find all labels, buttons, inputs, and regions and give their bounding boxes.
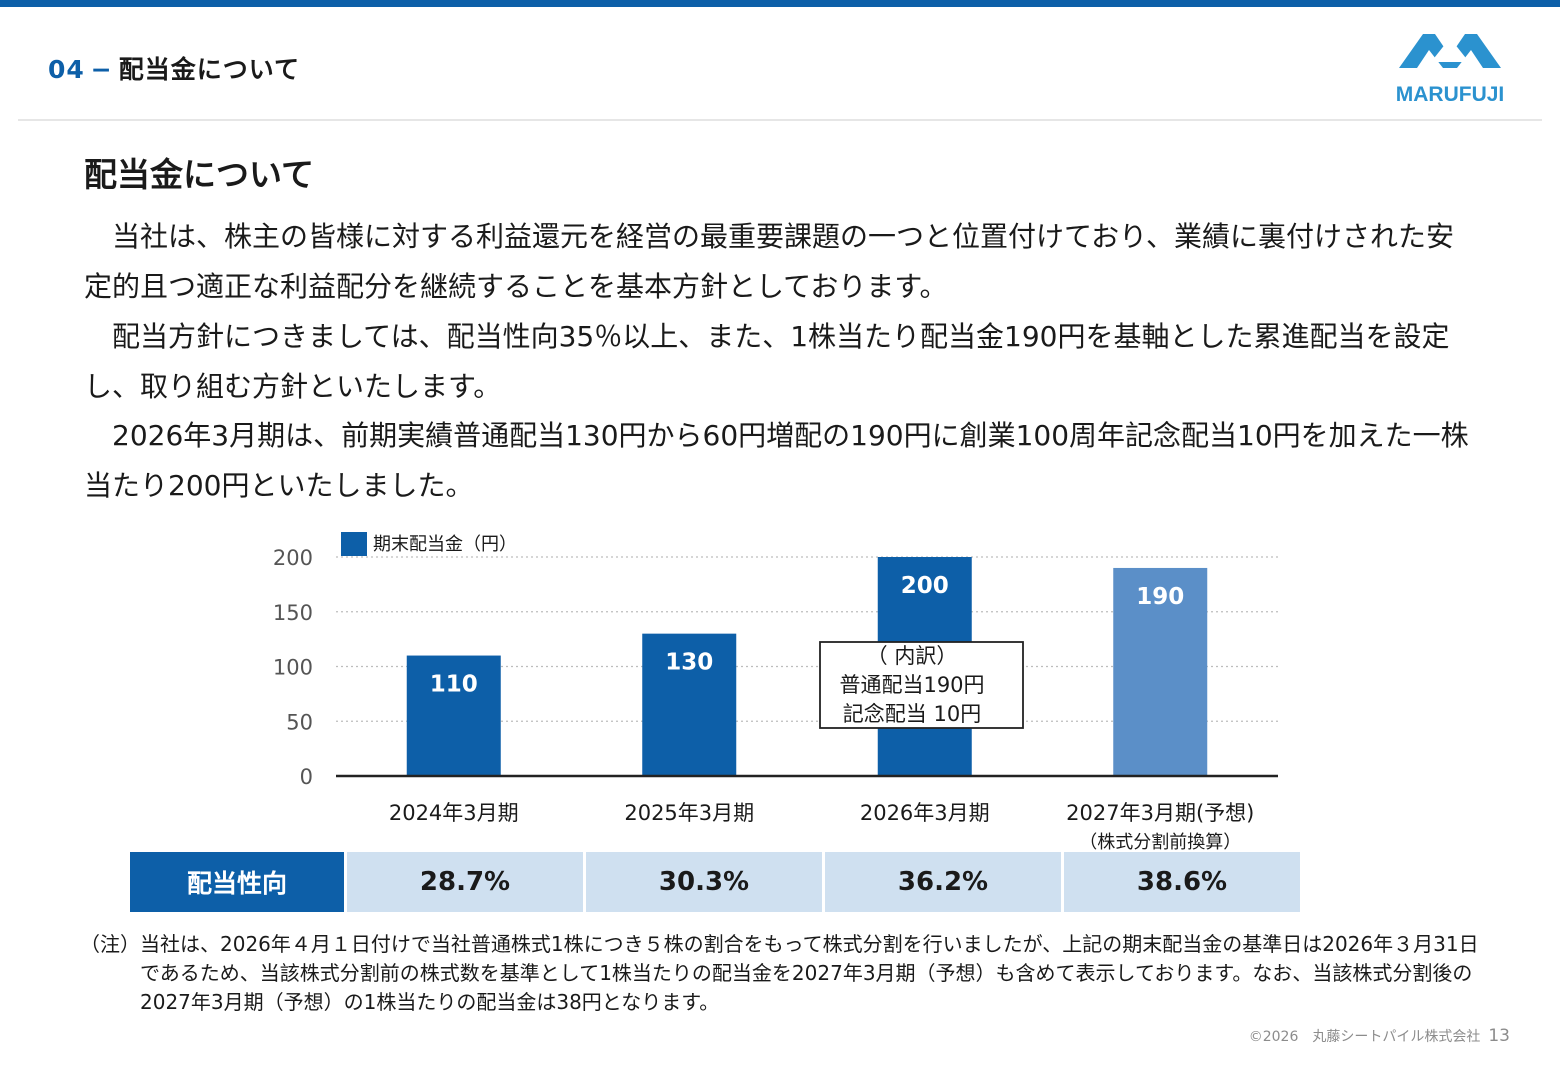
copyright: ©2026 丸藤シートパイル株式会社 (1248, 1029, 1481, 1045)
x-tick-sublabel: （株式分割前換算） (1079, 832, 1241, 853)
bar-value-label: 110 (430, 672, 478, 698)
payout-ratio-header: 配当性向 (130, 852, 344, 912)
policy-paragraph: 配当方針につきましては、配当性向35％以上、また、1株当たり配当金190円を基軸… (84, 320, 1450, 403)
section-dash: − (90, 55, 113, 84)
payout-ratio-table: 配当性向 28.7% 30.3% 36.2% 38.6% (130, 852, 1300, 912)
x-tick-label: 2024年3月期 (389, 801, 519, 825)
page-footer: ©2026 丸藤シートパイル株式会社 13 (1249, 1026, 1510, 1046)
breakdown-box (819, 641, 1024, 729)
policy-paragraph: 2026年3月期は、前期実績普通配当130円から60円増配の190円に創業100… (84, 419, 1469, 502)
x-tick-label: 2027年3月期(予想) (1066, 801, 1254, 825)
bar-value-label: 130 (665, 650, 713, 676)
bar-value-label: 190 (1136, 584, 1184, 610)
header-divider (18, 119, 1542, 121)
y-tick-label: 100 (273, 656, 313, 680)
bar-value-label: 200 (901, 573, 949, 599)
top-accent-bar (0, 0, 1560, 7)
x-tick-label: 2025年3月期 (624, 801, 754, 825)
page-number: 13 (1488, 1026, 1510, 1046)
logo-wordmark: MARUFUJI (1396, 83, 1505, 106)
page-heading: 配当金について (84, 155, 315, 194)
y-tick-label: 50 (286, 710, 313, 734)
bar (642, 633, 737, 776)
marufuji-logo: MARUFUJI (1396, 34, 1505, 106)
y-tick-label: 200 (273, 546, 313, 570)
bar (406, 655, 501, 776)
section-title: 配当金について (118, 55, 301, 84)
breakdown-line: 記念配当 10円 (843, 702, 981, 726)
payout-ratio-cell: 28.7% (347, 852, 583, 912)
section-number: 04 (48, 55, 85, 84)
legend-label: 期末配当金（円） (373, 534, 517, 555)
payout-ratio-cell: 30.3% (586, 852, 822, 912)
breakdown-line: （ 内訳） (867, 644, 958, 668)
footnote-text: 当社は、2026年４月１日付けで当社普通株式1株につき５株の割合をもって株式分割… (140, 932, 1479, 1014)
footnote-mark: （注） (80, 932, 140, 956)
x-tick-label: 2026年3月期 (860, 801, 990, 825)
legend-swatch (341, 532, 367, 556)
payout-ratio-cell: 36.2% (825, 852, 1061, 912)
y-tick-label: 150 (273, 601, 313, 625)
section-label: 04− 配当金について (48, 50, 300, 86)
bar (1113, 567, 1208, 776)
payout-ratio-cell: 38.6% (1064, 852, 1300, 912)
policy-paragraph: 当社は、株主の皆様に対する利益還元を経営の最重要課題の一つと位置付けており、業績… (84, 220, 1455, 303)
y-tick-label: 0 (300, 765, 313, 789)
breakdown-line: 普通配当190円 (839, 673, 984, 697)
